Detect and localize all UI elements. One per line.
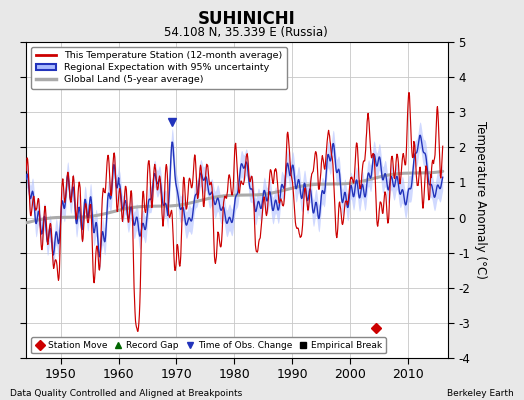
Text: Berkeley Earth: Berkeley Earth <box>447 389 514 398</box>
Legend: Station Move, Record Gap, Time of Obs. Change, Empirical Break: Station Move, Record Gap, Time of Obs. C… <box>31 337 386 354</box>
Text: Data Quality Controlled and Aligned at Breakpoints: Data Quality Controlled and Aligned at B… <box>10 389 243 398</box>
Y-axis label: Temperature Anomaly (°C): Temperature Anomaly (°C) <box>474 121 487 279</box>
Text: SUHINICHI: SUHINICHI <box>198 10 295 28</box>
Text: 54.108 N, 35.339 E (Russia): 54.108 N, 35.339 E (Russia) <box>165 26 328 39</box>
